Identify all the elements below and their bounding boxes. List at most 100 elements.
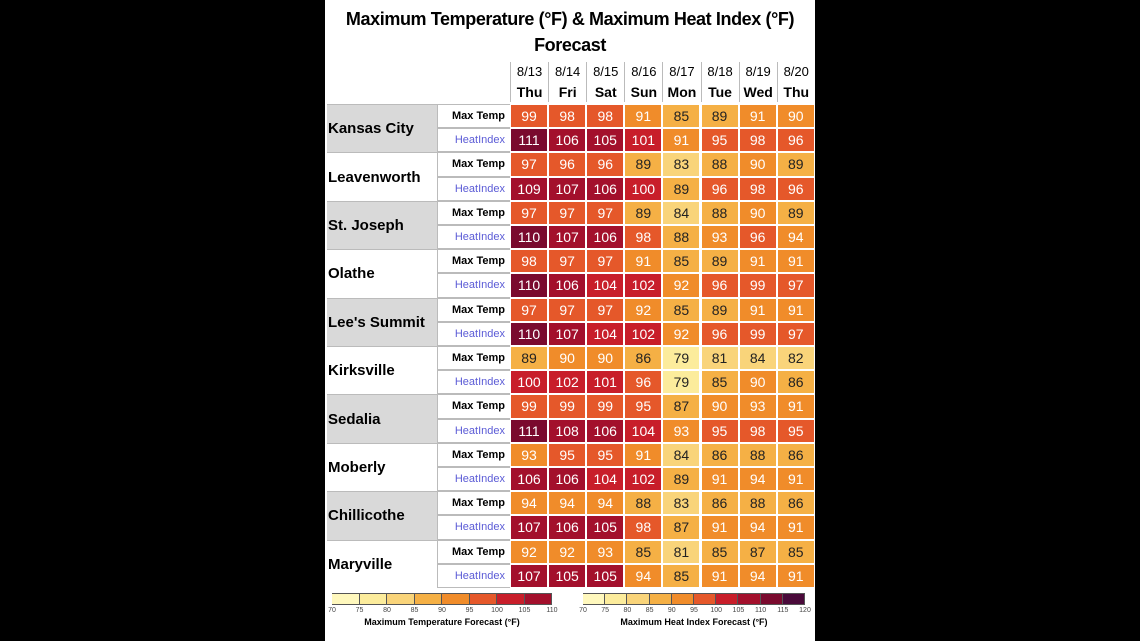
value-cell: 98 <box>738 176 777 201</box>
value-cell: 91 <box>738 249 777 274</box>
value-cell: 85 <box>662 104 701 129</box>
day-header: Thu <box>510 82 548 102</box>
value-cell: 81 <box>700 346 739 371</box>
value-cell: 96 <box>624 370 663 395</box>
value-cell: 91 <box>776 563 815 588</box>
value-cell: 97 <box>510 200 549 225</box>
value-cell: 89 <box>624 200 663 225</box>
day-header: Wed <box>738 82 777 102</box>
city-name: Kirksville <box>327 346 437 395</box>
row-label: HeatIndex <box>437 225 510 250</box>
value-cell: 90 <box>738 152 777 177</box>
value-cell: 89 <box>662 467 701 492</box>
value-cell: 105 <box>548 563 587 588</box>
value-cell: 96 <box>738 225 777 250</box>
legend-tick: 90 <box>667 607 676 614</box>
value-cell: 90 <box>738 200 777 225</box>
value-cell: 91 <box>776 297 815 322</box>
legend-tick: 95 <box>465 607 474 614</box>
value-cell: 95 <box>624 394 663 419</box>
legend-swatch <box>760 593 783 605</box>
value-cell: 92 <box>548 539 587 564</box>
value-cell: 84 <box>662 200 701 225</box>
date-header: 8/15 <box>586 62 624 82</box>
value-cell: 93 <box>662 418 701 443</box>
legend-swatch <box>359 593 387 605</box>
row-label: HeatIndex <box>437 128 510 153</box>
value-cell: 104 <box>624 418 663 443</box>
value-cell: 96 <box>548 152 587 177</box>
value-cell: 94 <box>738 563 777 588</box>
value-cell: 95 <box>548 442 587 467</box>
value-cell: 91 <box>776 467 815 492</box>
value-cell: 108 <box>548 418 587 443</box>
legend-tick: 105 <box>518 607 531 614</box>
value-cell: 89 <box>776 152 815 177</box>
legend-tick: 95 <box>690 607 698 614</box>
value-cell: 105 <box>586 515 625 540</box>
legend-swatch <box>332 593 360 605</box>
legend-swatch <box>671 593 694 605</box>
value-cell: 88 <box>624 491 663 516</box>
value-cell: 104 <box>586 273 625 298</box>
value-cell: 96 <box>586 152 625 177</box>
row-label: Max Temp <box>437 104 510 129</box>
value-cell: 79 <box>662 346 701 371</box>
value-cell: 86 <box>776 442 815 467</box>
value-cell: 89 <box>700 104 739 129</box>
value-cell: 99 <box>738 321 777 346</box>
city-name: St. Joseph <box>327 200 437 250</box>
value-cell: 85 <box>662 297 701 322</box>
value-cell: 90 <box>586 346 625 371</box>
day-header: Fri <box>548 82 586 102</box>
value-cell: 85 <box>776 539 815 564</box>
value-cell: 97 <box>586 297 625 322</box>
value-cell: 101 <box>586 370 625 395</box>
value-cell: 107 <box>548 225 587 250</box>
value-cell: 86 <box>776 491 815 516</box>
date-header: 8/20 <box>776 62 815 82</box>
city-name: Olathe <box>327 249 437 298</box>
value-cell: 98 <box>738 418 777 443</box>
value-cell: 100 <box>624 176 663 201</box>
legend-tick: 70 <box>579 607 587 614</box>
value-cell: 91 <box>624 249 663 274</box>
legend-swatch <box>782 593 805 605</box>
value-cell: 83 <box>662 491 701 516</box>
value-cell: 84 <box>662 442 701 467</box>
city-name: Chillicothe <box>327 491 437 540</box>
legend-swatch <box>627 593 650 605</box>
value-cell: 89 <box>700 249 739 274</box>
row-label: HeatIndex <box>437 273 510 298</box>
value-cell: 97 <box>548 200 587 225</box>
date-header: 8/17 <box>662 62 700 82</box>
value-cell: 89 <box>776 200 815 225</box>
value-cell: 86 <box>700 442 739 467</box>
value-cell: 99 <box>586 394 625 419</box>
value-cell: 106 <box>548 128 587 153</box>
value-cell: 110 <box>510 273 549 298</box>
value-cell: 95 <box>776 418 815 443</box>
value-cell: 106 <box>548 467 587 492</box>
value-cell: 89 <box>700 297 739 322</box>
value-cell: 111 <box>510 128 549 153</box>
row-label: HeatIndex <box>437 370 510 395</box>
city-name: Lee's Summit <box>327 297 437 346</box>
legend-swatch <box>649 593 672 605</box>
legend-swatch <box>694 593 717 605</box>
day-header: Thu <box>776 82 815 102</box>
value-cell: 92 <box>510 539 549 564</box>
row-label: Max Temp <box>437 491 510 516</box>
value-cell: 90 <box>548 346 587 371</box>
value-cell: 94 <box>738 467 777 492</box>
value-cell: 102 <box>548 370 587 395</box>
value-cell: 94 <box>586 491 625 516</box>
row-label: Max Temp <box>437 249 510 274</box>
value-cell: 97 <box>776 321 815 346</box>
value-cell: 106 <box>586 225 625 250</box>
value-cell: 83 <box>662 152 701 177</box>
value-cell: 92 <box>624 297 663 322</box>
value-cell: 99 <box>548 394 587 419</box>
value-cell: 111 <box>510 418 549 443</box>
value-cell: 87 <box>738 539 777 564</box>
